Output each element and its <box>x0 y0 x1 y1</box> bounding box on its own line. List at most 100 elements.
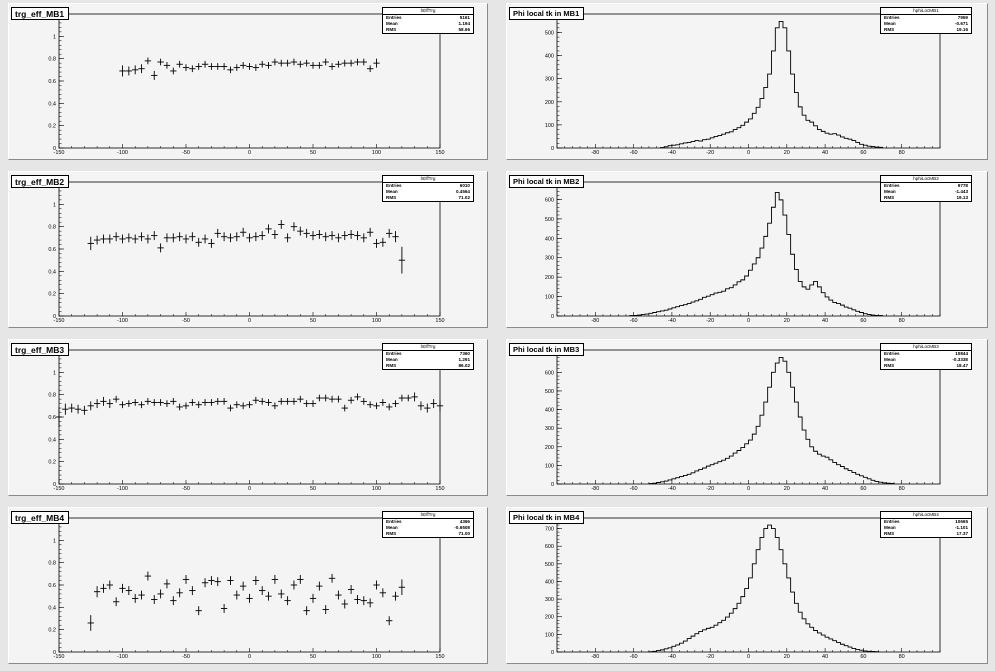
stats-label: RMS <box>386 195 397 200</box>
stats-row: Mean -0.6508 <box>383 525 473 531</box>
x-tick-label: -60 <box>630 486 638 492</box>
y-tick-label: 0 <box>551 650 554 656</box>
plot-pad-2[interactable]: -80 -60 -40 -20 0 20 40 60 80 0 100 200 300 400 500 Phi… <box>506 3 988 160</box>
x-tick-label: 50 <box>310 318 316 324</box>
data-point <box>341 231 348 241</box>
data-point <box>144 234 152 244</box>
stats-label: Mean <box>884 21 896 26</box>
data-point <box>125 586 133 596</box>
x-tick-label: -50 <box>182 318 190 324</box>
data-point <box>379 399 387 406</box>
data-point <box>322 605 329 615</box>
data-point <box>347 585 355 594</box>
data-point <box>68 403 75 413</box>
plot-title: Phi local tk in MB4 <box>509 511 585 524</box>
x-tick-label: -40 <box>668 318 676 324</box>
x-tick-label: 40 <box>822 654 828 660</box>
x-tick-label: 40 <box>822 318 828 324</box>
data-point <box>233 401 240 409</box>
stats-value: 6010 <box>459 183 470 188</box>
data-point <box>227 404 234 412</box>
data-point <box>322 58 329 66</box>
y-tick-label: 300 <box>545 597 554 603</box>
data-point <box>265 224 272 234</box>
data-point <box>265 399 272 406</box>
y-tick-label: 0 <box>53 482 56 488</box>
plot-title: Phi local tk in MB2 <box>509 175 585 188</box>
stats-row: RMS 17.37 <box>881 531 971 537</box>
data-point <box>303 400 310 407</box>
y-tick-label: 100 <box>545 632 554 638</box>
x-tick-label: 20 <box>784 486 790 492</box>
data-point <box>252 576 260 585</box>
x-tick-label: -50 <box>182 654 190 660</box>
data-point <box>405 394 412 402</box>
data-point <box>233 590 240 600</box>
data-point <box>322 394 329 402</box>
data-point <box>373 238 380 248</box>
data-point <box>157 243 164 253</box>
plot-frame <box>58 181 441 317</box>
stats-value: 4366 <box>459 519 470 524</box>
data-point <box>176 232 183 242</box>
x-tick-label: 50 <box>310 486 316 492</box>
data-point <box>246 593 253 603</box>
plot-pad-7[interactable]: -150 -100 -50 0 50 100 150 0 0.2 0.4 0.6 0.8 1 trg_ef… <box>8 507 488 664</box>
data-point <box>341 59 348 67</box>
x-tick-label: 100 <box>372 654 381 660</box>
data-point <box>220 398 228 405</box>
plot-pad-4[interactable]: -80 -60 -40 -20 0 20 40 60 80 0 100 200 300 400 500 600… <box>506 171 988 328</box>
y-tick-label: 0.2 <box>48 460 56 466</box>
y-tick-label: 1 <box>53 202 56 208</box>
x-tick-label: 60 <box>860 654 866 660</box>
stats-value: 71.00 <box>458 531 471 536</box>
data-point <box>366 65 374 73</box>
plot-title: Phi local tk in MB3 <box>509 343 585 356</box>
x-tick-label: -20 <box>706 654 714 660</box>
x-tick-label: -40 <box>668 150 676 156</box>
data-point <box>138 401 145 409</box>
y-tick-label: 100 <box>545 123 554 129</box>
histogram-series <box>659 20 883 148</box>
data-point <box>252 396 260 404</box>
stats-box: hEffTrg Entries 6010 Mean 0.4564 RMS 71.02 <box>382 175 474 202</box>
data-point <box>106 234 113 244</box>
plot-pad-6[interactable]: -80 -60 -40 -20 0 20 40 60 80 0 100 200 300 400 500 600… <box>506 339 988 496</box>
data-point <box>335 60 342 68</box>
data-point <box>189 232 196 242</box>
data-point <box>176 403 183 411</box>
plot-svg: -150 -100 -50 0 50 100 150 0 0.2 0.4 0.6 0.8 1 <box>48 517 445 660</box>
y-tick-label: 400 <box>545 579 554 585</box>
x-tick-label: 60 <box>860 318 866 324</box>
x-tick-label: -150 <box>53 318 64 324</box>
data-point <box>170 67 177 75</box>
data-point <box>87 236 94 251</box>
stats-value: 7360 <box>459 351 470 356</box>
data-point <box>328 573 336 583</box>
plot-pad-1[interactable]: -150 -100 -50 0 50 100 150 0 0.2 0.4 0.6 0.8 1 trg_ef… <box>8 3 488 160</box>
x-tick-label: 80 <box>899 150 905 156</box>
y-tick-label: 200 <box>545 615 554 621</box>
data-point <box>106 399 113 409</box>
y-tick-label: 300 <box>545 77 554 83</box>
x-tick-label: 20 <box>784 654 790 660</box>
stats-value: 86.02 <box>458 363 471 368</box>
x-tick-label: -150 <box>53 486 64 492</box>
plot-pad-3[interactable]: -150 -100 -50 0 50 100 150 0 0.2 0.4 0.6 0.8 1 trg_ef… <box>8 171 488 328</box>
plot-pad-5[interactable]: -150 -100 -50 0 50 100 150 0 0.2 0.4 0.6 0.8 1 trg_ef… <box>8 339 488 496</box>
histogram-series <box>648 356 895 485</box>
data-point <box>214 63 221 70</box>
plot-pad-8[interactable]: -80 -60 -40 -20 0 20 40 60 80 0 100 200 300 400 500 600… <box>506 507 988 664</box>
data-point <box>93 586 101 598</box>
data-point <box>189 399 196 406</box>
stats-value: 0.4564 <box>455 189 470 194</box>
y-tick-label: 100 <box>545 295 554 301</box>
data-point <box>132 399 139 406</box>
data-point <box>93 235 101 245</box>
x-tick-label: -100 <box>117 150 128 156</box>
data-point <box>398 246 406 274</box>
data-point <box>373 402 380 410</box>
x-tick-label: -100 <box>117 486 128 492</box>
stats-value: -0.3338 <box>952 357 968 362</box>
